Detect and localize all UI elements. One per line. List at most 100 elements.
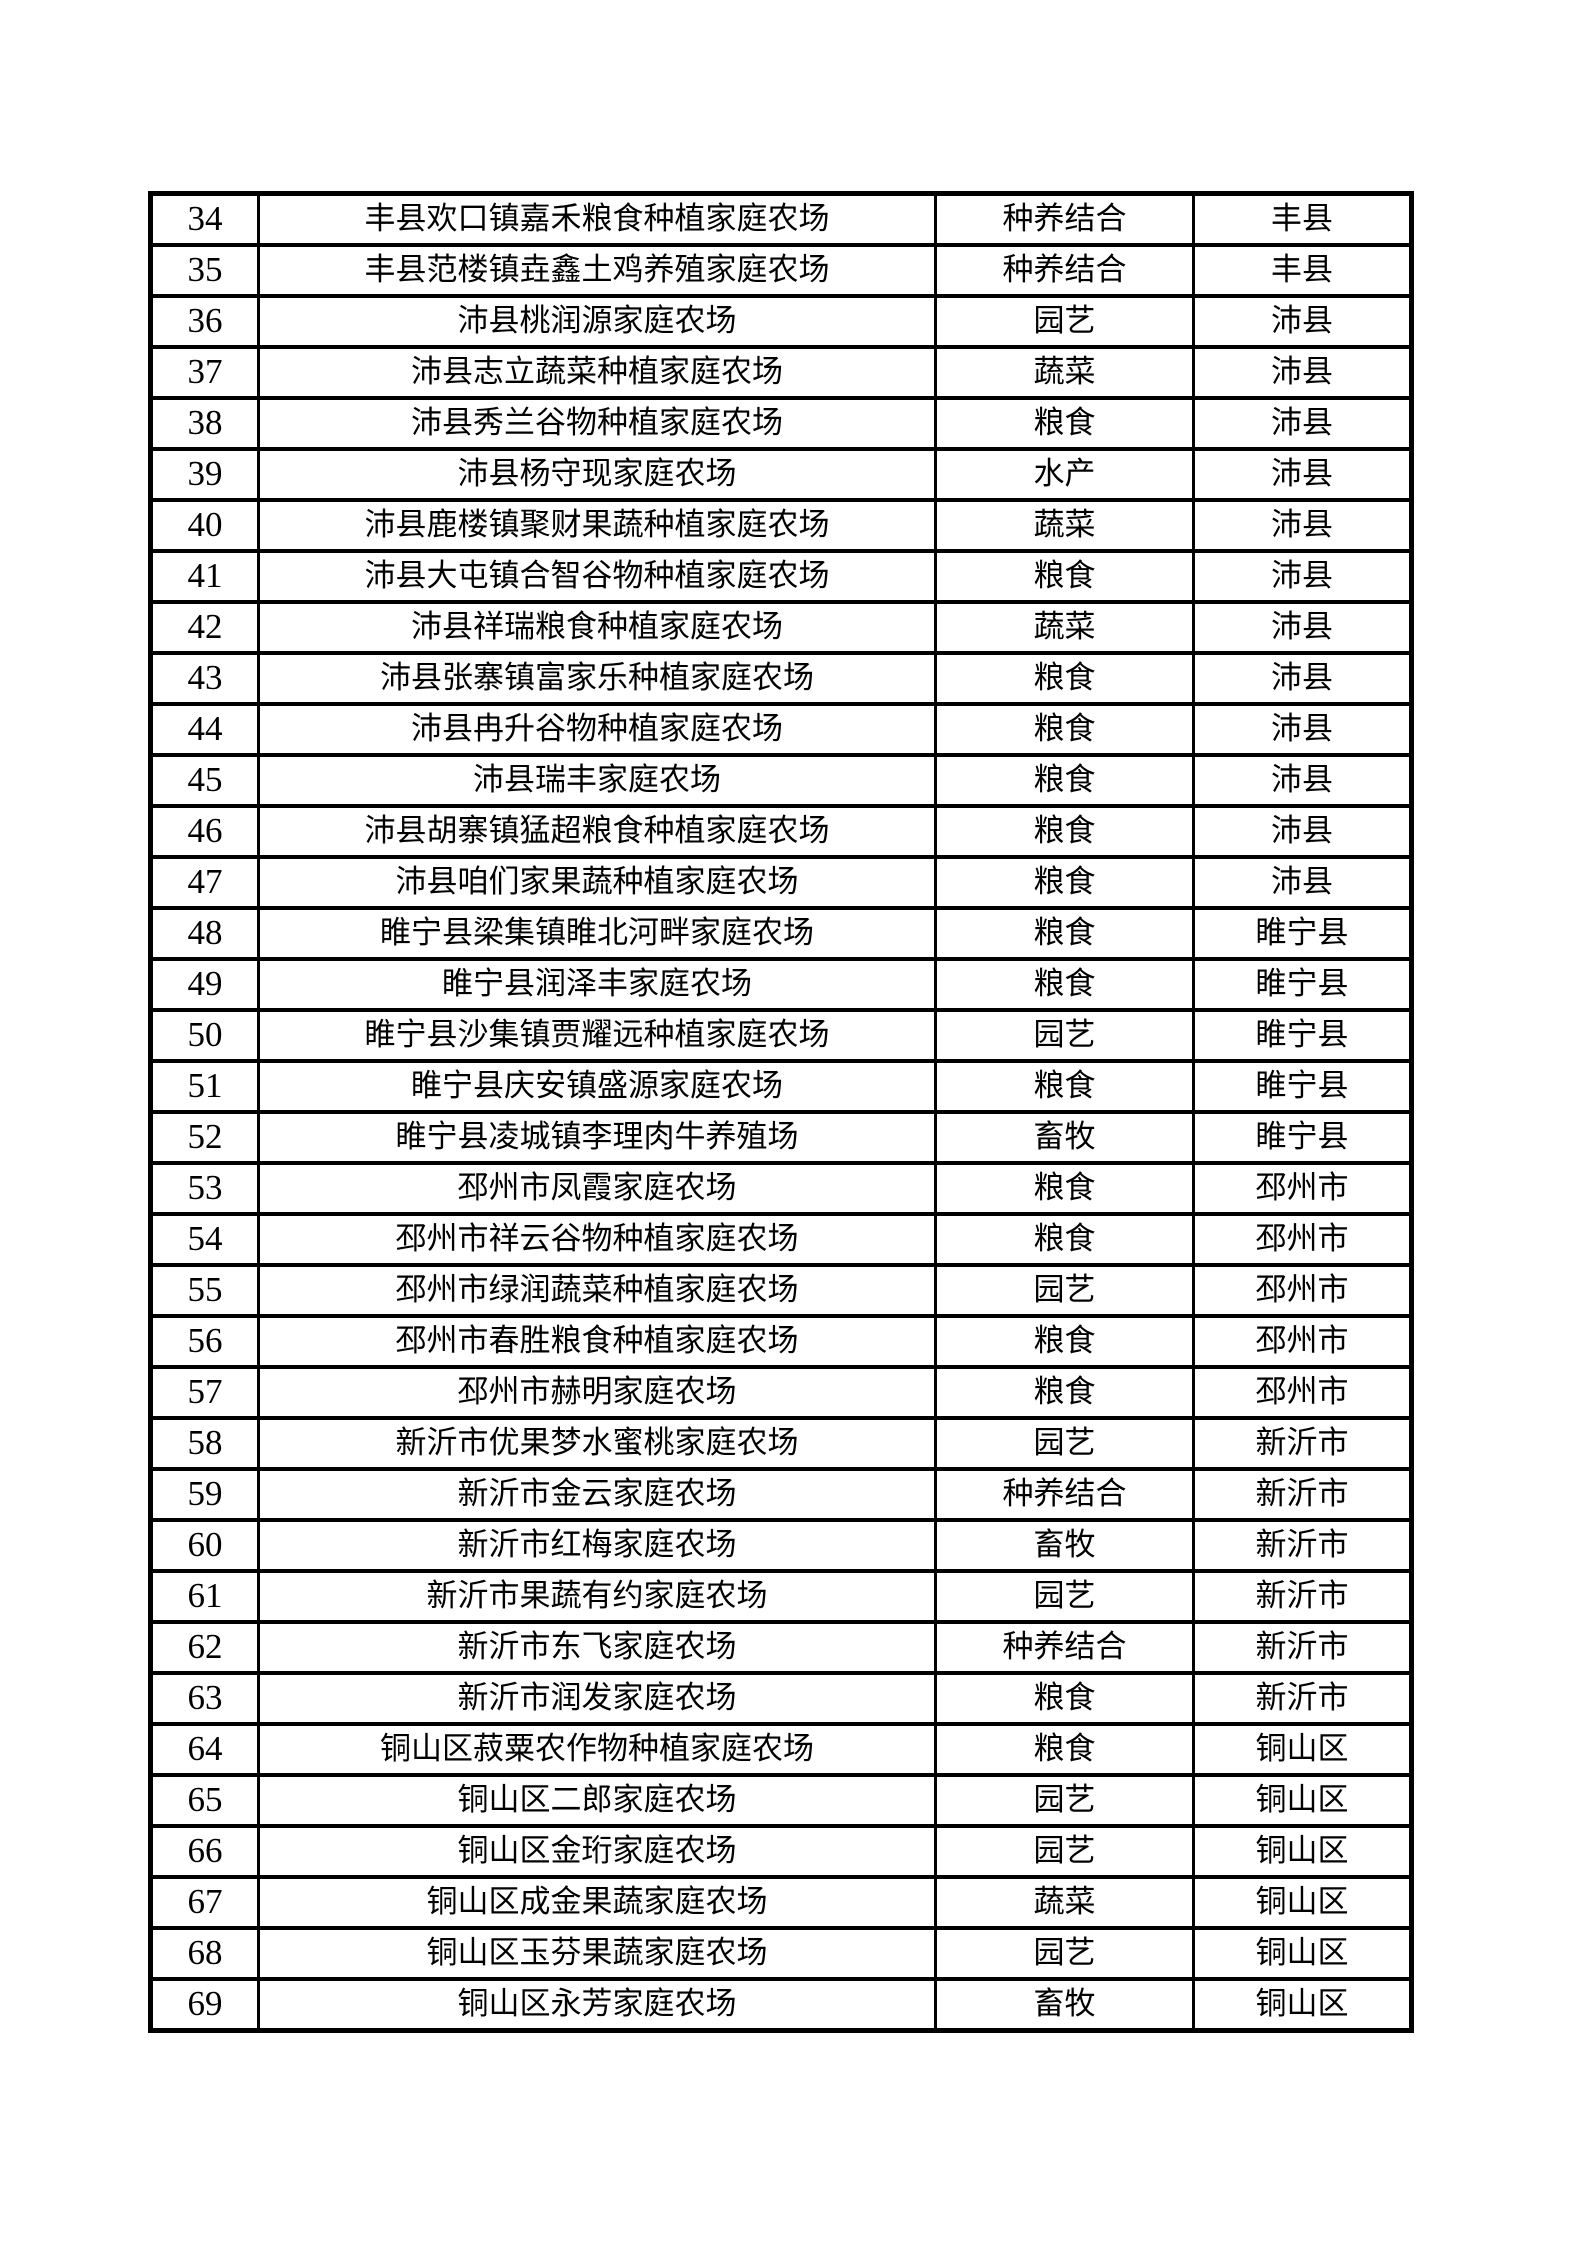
table-row: 48 睢宁县梁集镇睢北河畔家庭农场 粮食 睢宁县 bbox=[149, 906, 1413, 961]
farm-number-cell: 61 bbox=[149, 1569, 260, 1624]
farm-number-cell: 45 bbox=[149, 753, 260, 808]
table-row: 65 铜山区二郎家庭农场 园艺 铜山区 bbox=[149, 1773, 1413, 1828]
farm-county-cell: 邳州市 bbox=[1192, 1314, 1413, 1369]
farm-county-cell: 睢宁县 bbox=[1192, 906, 1413, 961]
farm-county-cell: 沛县 bbox=[1192, 651, 1413, 706]
farm-number-cell: 59 bbox=[149, 1467, 260, 1522]
farm-county-cell: 睢宁县 bbox=[1192, 1110, 1413, 1165]
farm-number-cell: 69 bbox=[149, 1977, 260, 2033]
farm-name-cell: 新沂市金云家庭农场 bbox=[257, 1467, 937, 1522]
table-row: 34 丰县欢口镇嘉禾粮食种植家庭农场 种养结合 丰县 bbox=[149, 191, 1413, 247]
farm-type-cell: 园艺 bbox=[934, 1773, 1195, 1828]
farm-county-cell: 新沂市 bbox=[1192, 1671, 1413, 1726]
farm-county-cell: 睢宁县 bbox=[1192, 1059, 1413, 1114]
farm-name-cell: 睢宁县润泽丰家庭农场 bbox=[257, 957, 937, 1012]
table-row: 39 沛县杨守现家庭农场 水产 沛县 bbox=[149, 447, 1413, 502]
farm-name-cell: 沛县鹿楼镇聚财果蔬种植家庭农场 bbox=[257, 498, 937, 553]
farm-number-cell: 47 bbox=[149, 855, 260, 910]
table-row: 41 沛县大屯镇合智谷物种植家庭农场 粮食 沛县 bbox=[149, 549, 1413, 604]
farm-name-cell: 邳州市赫明家庭农场 bbox=[257, 1365, 937, 1420]
table-row: 64 铜山区菽粟农作物种植家庭农场 粮食 铜山区 bbox=[149, 1722, 1413, 1777]
farm-name-cell: 睢宁县梁集镇睢北河畔家庭农场 bbox=[257, 906, 937, 961]
farm-county-cell: 沛县 bbox=[1192, 549, 1413, 604]
farm-type-cell: 粮食 bbox=[934, 753, 1195, 808]
farm-county-cell: 铜山区 bbox=[1192, 1773, 1413, 1828]
table-row: 56 邳州市春胜粮食种植家庭农场 粮食 邳州市 bbox=[149, 1314, 1413, 1369]
table-row: 38 沛县秀兰谷物种植家庭农场 粮食 沛县 bbox=[149, 396, 1413, 451]
farm-type-cell: 种养结合 bbox=[934, 1620, 1195, 1675]
farm-number-cell: 57 bbox=[149, 1365, 260, 1420]
farm-name-cell: 沛县瑞丰家庭农场 bbox=[257, 753, 937, 808]
farm-name-cell: 新沂市东飞家庭农场 bbox=[257, 1620, 937, 1675]
family-farm-table: 34 丰县欢口镇嘉禾粮食种植家庭农场 种养结合 丰县 35 丰县范楼镇垚鑫土鸡养… bbox=[148, 191, 1414, 2033]
farm-type-cell: 园艺 bbox=[934, 294, 1195, 349]
farm-name-cell: 铜山区玉芬果蔬家庭农场 bbox=[257, 1926, 937, 1981]
table-row: 69 铜山区永芳家庭农场 畜牧 铜山区 bbox=[149, 1977, 1413, 2033]
farm-name-cell: 新沂市果蔬有约家庭农场 bbox=[257, 1569, 937, 1624]
farm-type-cell: 粮食 bbox=[934, 1365, 1195, 1420]
farm-number-cell: 64 bbox=[149, 1722, 260, 1777]
farm-county-cell: 沛县 bbox=[1192, 498, 1413, 553]
farm-name-cell: 沛县杨守现家庭农场 bbox=[257, 447, 937, 502]
farm-county-cell: 沛县 bbox=[1192, 345, 1413, 400]
farm-county-cell: 新沂市 bbox=[1192, 1569, 1413, 1624]
farm-county-cell: 沛县 bbox=[1192, 804, 1413, 859]
table-row: 59 新沂市金云家庭农场 种养结合 新沂市 bbox=[149, 1467, 1413, 1522]
farm-county-cell: 新沂市 bbox=[1192, 1518, 1413, 1573]
farm-name-cell: 沛县胡寨镇猛超粮食种植家庭农场 bbox=[257, 804, 937, 859]
farm-type-cell: 种养结合 bbox=[934, 191, 1195, 247]
farm-number-cell: 41 bbox=[149, 549, 260, 604]
table-row: 47 沛县咱们家果蔬种植家庭农场 粮食 沛县 bbox=[149, 855, 1413, 910]
table-row: 46 沛县胡寨镇猛超粮食种植家庭农场 粮食 沛县 bbox=[149, 804, 1413, 859]
table-row: 42 沛县祥瑞粮食种植家庭农场 蔬菜 沛县 bbox=[149, 600, 1413, 655]
farm-type-cell: 粮食 bbox=[934, 651, 1195, 706]
farm-name-cell: 沛县大屯镇合智谷物种植家庭农场 bbox=[257, 549, 937, 604]
farm-name-cell: 新沂市润发家庭农场 bbox=[257, 1671, 937, 1726]
farm-type-cell: 园艺 bbox=[934, 1263, 1195, 1318]
farm-type-cell: 蔬菜 bbox=[934, 1875, 1195, 1930]
farm-type-cell: 粮食 bbox=[934, 906, 1195, 961]
farm-number-cell: 66 bbox=[149, 1824, 260, 1879]
table-row: 63 新沂市润发家庭农场 粮食 新沂市 bbox=[149, 1671, 1413, 1726]
farm-number-cell: 48 bbox=[149, 906, 260, 961]
farm-name-cell: 新沂市红梅家庭农场 bbox=[257, 1518, 937, 1573]
farm-number-cell: 35 bbox=[149, 243, 260, 298]
farm-county-cell: 睢宁县 bbox=[1192, 1008, 1413, 1063]
farm-type-cell: 粮食 bbox=[934, 957, 1195, 1012]
farm-number-cell: 62 bbox=[149, 1620, 260, 1675]
farm-type-cell: 粮食 bbox=[934, 396, 1195, 451]
farm-county-cell: 邳州市 bbox=[1192, 1212, 1413, 1267]
table-row: 66 铜山区金珩家庭农场 园艺 铜山区 bbox=[149, 1824, 1413, 1879]
farm-name-cell: 沛县咱们家果蔬种植家庭农场 bbox=[257, 855, 937, 910]
table-row: 53 邳州市凤霞家庭农场 粮食 邳州市 bbox=[149, 1161, 1413, 1216]
farm-type-cell: 粮食 bbox=[934, 702, 1195, 757]
farm-type-cell: 粮食 bbox=[934, 855, 1195, 910]
farm-type-cell: 畜牧 bbox=[934, 1977, 1195, 2033]
farm-county-cell: 铜山区 bbox=[1192, 1722, 1413, 1777]
farm-type-cell: 园艺 bbox=[934, 1416, 1195, 1471]
farm-number-cell: 38 bbox=[149, 396, 260, 451]
table-row: 43 沛县张寨镇富家乐种植家庭农场 粮食 沛县 bbox=[149, 651, 1413, 706]
farm-county-cell: 沛县 bbox=[1192, 855, 1413, 910]
farm-name-cell: 邳州市凤霞家庭农场 bbox=[257, 1161, 937, 1216]
table-row: 51 睢宁县庆安镇盛源家庭农场 粮食 睢宁县 bbox=[149, 1059, 1413, 1114]
farm-type-cell: 园艺 bbox=[934, 1926, 1195, 1981]
farm-name-cell: 铜山区金珩家庭农场 bbox=[257, 1824, 937, 1879]
farm-number-cell: 46 bbox=[149, 804, 260, 859]
farm-county-cell: 铜山区 bbox=[1192, 1824, 1413, 1879]
farm-number-cell: 40 bbox=[149, 498, 260, 553]
farm-number-cell: 60 bbox=[149, 1518, 260, 1573]
farm-type-cell: 粮食 bbox=[934, 1161, 1195, 1216]
table-row: 55 邳州市绿润蔬菜种植家庭农场 园艺 邳州市 bbox=[149, 1263, 1413, 1318]
farm-county-cell: 沛县 bbox=[1192, 447, 1413, 502]
farm-name-cell: 睢宁县凌城镇李理肉牛养殖场 bbox=[257, 1110, 937, 1165]
table-row: 61 新沂市果蔬有约家庭农场 园艺 新沂市 bbox=[149, 1569, 1413, 1624]
farm-name-cell: 沛县志立蔬菜种植家庭农场 bbox=[257, 345, 937, 400]
table-row: 52 睢宁县凌城镇李理肉牛养殖场 畜牧 睢宁县 bbox=[149, 1110, 1413, 1165]
farm-number-cell: 36 bbox=[149, 294, 260, 349]
farm-name-cell: 沛县冉升谷物种植家庭农场 bbox=[257, 702, 937, 757]
farm-type-cell: 园艺 bbox=[934, 1824, 1195, 1879]
farm-county-cell: 丰县 bbox=[1192, 243, 1413, 298]
farm-number-cell: 37 bbox=[149, 345, 260, 400]
farm-name-cell: 沛县秀兰谷物种植家庭农场 bbox=[257, 396, 937, 451]
